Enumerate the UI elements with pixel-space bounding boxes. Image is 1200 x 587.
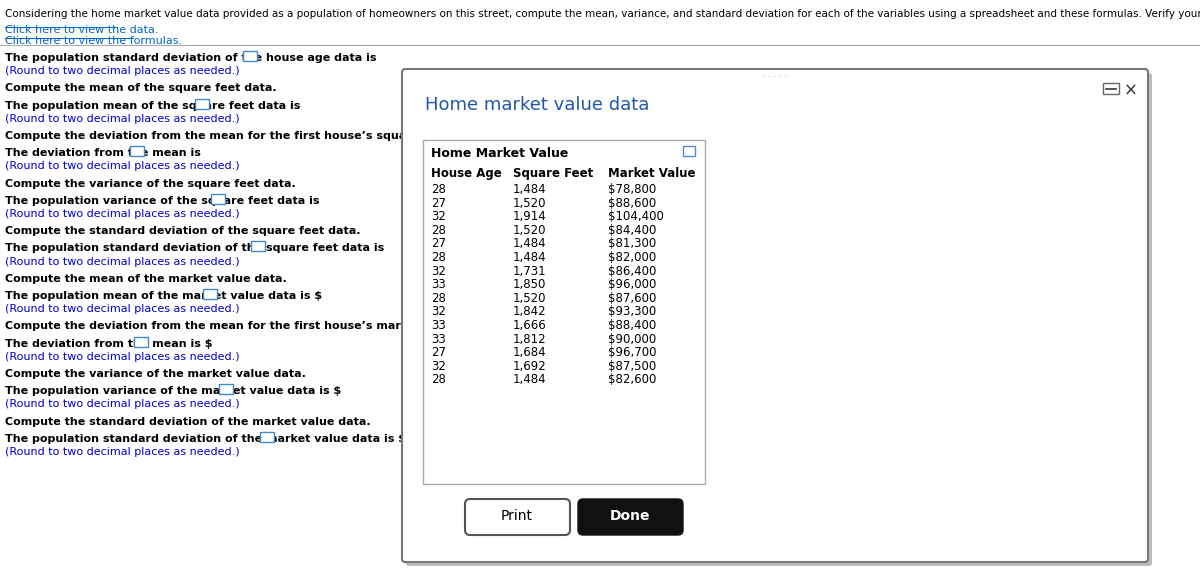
Text: 32: 32 bbox=[431, 360, 446, 373]
Text: (Round to two decimal places as needed.): (Round to two decimal places as needed.) bbox=[5, 161, 240, 171]
Text: 1,484: 1,484 bbox=[514, 237, 547, 251]
Text: Square Feet: Square Feet bbox=[514, 167, 593, 180]
Text: 1,842: 1,842 bbox=[514, 305, 547, 318]
Text: 1,484: 1,484 bbox=[514, 251, 547, 264]
Text: Click here to view the formulas.: Click here to view the formulas. bbox=[5, 36, 182, 46]
Text: 33: 33 bbox=[431, 319, 445, 332]
Text: 1,812: 1,812 bbox=[514, 333, 547, 346]
Text: The population mean of the market value data is $: The population mean of the market value … bbox=[5, 291, 322, 301]
Text: (Round to two decimal places as needed.): (Round to two decimal places as needed.) bbox=[5, 66, 240, 76]
Text: Home market value data: Home market value data bbox=[425, 96, 649, 114]
Bar bbox=[259, 432, 274, 442]
Text: (Round to two decimal places as needed.): (Round to two decimal places as needed.) bbox=[5, 114, 240, 124]
Text: $88,600: $88,600 bbox=[608, 197, 656, 210]
Text: $82,600: $82,600 bbox=[608, 373, 656, 386]
FancyBboxPatch shape bbox=[402, 69, 1148, 562]
Text: 28: 28 bbox=[431, 373, 446, 386]
Bar bbox=[220, 384, 233, 394]
Text: 28: 28 bbox=[431, 183, 446, 196]
Text: Compute the variance of the market value data.: Compute the variance of the market value… bbox=[5, 369, 306, 379]
Bar bbox=[131, 146, 144, 156]
Text: Compute the mean of the square feet data.: Compute the mean of the square feet data… bbox=[5, 83, 277, 93]
Text: 33: 33 bbox=[431, 278, 445, 291]
Text: 28: 28 bbox=[431, 251, 446, 264]
FancyBboxPatch shape bbox=[578, 499, 683, 535]
Text: (Round to two decimal places as needed.): (Round to two decimal places as needed.) bbox=[5, 447, 240, 457]
Text: 1,666: 1,666 bbox=[514, 319, 547, 332]
Bar bbox=[252, 241, 265, 251]
Text: The deviation from the mean is $: The deviation from the mean is $ bbox=[5, 339, 212, 349]
Text: 28: 28 bbox=[431, 224, 446, 237]
Text: $88,400: $88,400 bbox=[608, 319, 656, 332]
Text: $87,500: $87,500 bbox=[608, 360, 656, 373]
Text: 1,731: 1,731 bbox=[514, 265, 547, 278]
Text: 32: 32 bbox=[431, 305, 446, 318]
Text: $82,000: $82,000 bbox=[608, 251, 656, 264]
Bar bbox=[244, 51, 257, 61]
Text: The population mean of the square feet data is: The population mean of the square feet d… bbox=[5, 100, 305, 110]
Text: (Round to two decimal places as needed.): (Round to two decimal places as needed.) bbox=[5, 257, 240, 266]
Text: $84,400: $84,400 bbox=[608, 224, 656, 237]
Bar bbox=[1103, 83, 1120, 94]
Text: $86,400: $86,400 bbox=[608, 265, 656, 278]
Text: The population standard deviation of the house age data is: The population standard deviation of the… bbox=[5, 53, 380, 63]
Text: $81,300: $81,300 bbox=[608, 237, 656, 251]
Text: 1,684: 1,684 bbox=[514, 346, 547, 359]
Text: 1,520: 1,520 bbox=[514, 292, 546, 305]
Bar bbox=[683, 146, 695, 156]
Text: 32: 32 bbox=[431, 210, 446, 223]
Text: 27: 27 bbox=[431, 237, 446, 251]
Bar bbox=[211, 194, 226, 204]
Text: The deviation from the mean is: The deviation from the mean is bbox=[5, 148, 205, 158]
Text: 27: 27 bbox=[431, 346, 446, 359]
Text: 1,484: 1,484 bbox=[514, 373, 547, 386]
Text: Considering the home market value data provided as a population of homeowners on: Considering the home market value data p… bbox=[5, 9, 1200, 19]
Text: Market Value: Market Value bbox=[608, 167, 696, 180]
Text: 1,484: 1,484 bbox=[514, 183, 547, 196]
Text: $78,800: $78,800 bbox=[608, 183, 656, 196]
Text: Compute the variance of the square feet data.: Compute the variance of the square feet … bbox=[5, 178, 295, 188]
Text: 1,914: 1,914 bbox=[514, 210, 547, 223]
Text: Compute the standard deviation of the market value data.: Compute the standard deviation of the ma… bbox=[5, 417, 371, 427]
Text: Compute the deviation from the mean for the first house’s market value of $78,80: Compute the deviation from the mean for … bbox=[5, 322, 534, 332]
Text: The population variance of the market value data is $: The population variance of the market va… bbox=[5, 386, 341, 396]
Text: House Age: House Age bbox=[431, 167, 502, 180]
Text: $96,700: $96,700 bbox=[608, 346, 656, 359]
Text: 33: 33 bbox=[431, 333, 445, 346]
Text: Done: Done bbox=[610, 509, 650, 523]
Bar bbox=[424, 140, 706, 484]
Text: $96,000: $96,000 bbox=[608, 278, 656, 291]
Text: The population standard deviation of the square feet data is: The population standard deviation of the… bbox=[5, 244, 388, 254]
Text: Home Market Value: Home Market Value bbox=[431, 147, 569, 160]
Text: ×: × bbox=[1124, 82, 1138, 100]
Text: Compute the mean of the market value data.: Compute the mean of the market value dat… bbox=[5, 274, 287, 284]
Text: The population standard deviation of the market value data is $: The population standard deviation of the… bbox=[5, 434, 406, 444]
Text: (Round to two decimal places as needed.): (Round to two decimal places as needed.) bbox=[5, 209, 240, 219]
Text: (Round to two decimal places as needed.): (Round to two decimal places as needed.) bbox=[5, 352, 240, 362]
Text: Print: Print bbox=[502, 509, 533, 523]
Text: $104,400: $104,400 bbox=[608, 210, 664, 223]
Bar bbox=[134, 336, 149, 346]
Text: 1,850: 1,850 bbox=[514, 278, 546, 291]
Text: 1,520: 1,520 bbox=[514, 197, 546, 210]
Text: $90,000: $90,000 bbox=[608, 333, 656, 346]
Text: Compute the deviation from the mean for the first house’s square footage of 1,48: Compute the deviation from the mean for … bbox=[5, 131, 607, 141]
Text: 1,520: 1,520 bbox=[514, 224, 546, 237]
Bar bbox=[194, 99, 209, 109]
Text: 1,692: 1,692 bbox=[514, 360, 547, 373]
Text: 27: 27 bbox=[431, 197, 446, 210]
Text: Click here to view the data.: Click here to view the data. bbox=[5, 25, 158, 35]
Bar bbox=[203, 289, 217, 299]
Text: 28: 28 bbox=[431, 292, 446, 305]
Text: Compute the standard deviation of the square feet data.: Compute the standard deviation of the sq… bbox=[5, 226, 360, 236]
Text: (Round to two decimal places as needed.): (Round to two decimal places as needed.) bbox=[5, 304, 240, 314]
Text: $87,600: $87,600 bbox=[608, 292, 656, 305]
Text: The population variance of the square feet data is: The population variance of the square fe… bbox=[5, 196, 323, 206]
Text: 32: 32 bbox=[431, 265, 446, 278]
FancyBboxPatch shape bbox=[406, 73, 1152, 566]
Text: $93,300: $93,300 bbox=[608, 305, 656, 318]
Text: (Round to two decimal places as needed.): (Round to two decimal places as needed.) bbox=[5, 399, 240, 409]
FancyBboxPatch shape bbox=[466, 499, 570, 535]
Text: . . . . .: . . . . . bbox=[763, 70, 787, 79]
